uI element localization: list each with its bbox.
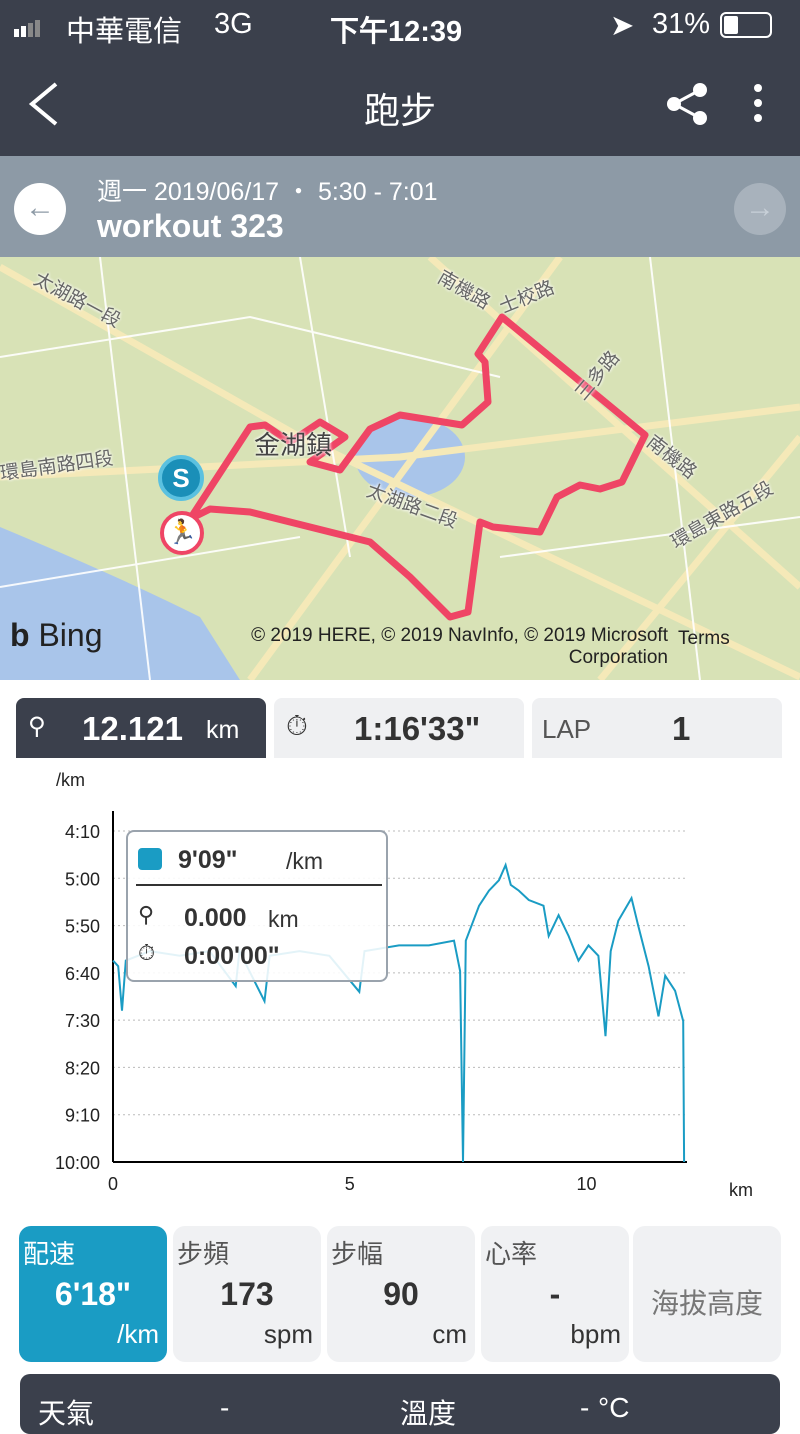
x-tick-label: 10 — [577, 1174, 597, 1194]
signal-icon — [14, 20, 40, 37]
y-tick-label: 9:10 — [65, 1106, 100, 1126]
y-tick-label: 4:10 — [65, 822, 100, 842]
status-bar: 中華電信 3G 下午12:39 ➤ 31% — [0, 0, 800, 52]
y-tick-label: 6:40 — [65, 964, 100, 984]
y-tick-label: 7:30 — [65, 1011, 100, 1031]
nav-bar: 跑步 — [0, 52, 800, 156]
start-marker[interactable]: S — [158, 455, 204, 501]
y-tick-label: 5:00 — [65, 869, 100, 889]
tab-lap[interactable]: LAP 1 — [532, 698, 782, 758]
workout-date: 週一 2019/06/17 ・ 5:30 - 7:01 — [97, 178, 438, 206]
map-label-town: 金湖鎮 — [254, 430, 333, 460]
carrier: 中華電信 — [66, 16, 183, 48]
weather-bar: 天氣 - 溫度 - °C — [20, 1374, 780, 1434]
route-distance-icon: ⚲ — [28, 713, 46, 740]
workout-name: workout 323 — [97, 208, 284, 244]
route-distance-icon: ⚲ — [138, 902, 155, 927]
x-axis-label: km — [729, 1180, 753, 1200]
chart-tooltip: 9'09" /km ⚲ 0.000 km ⏱ 0:00'00" — [126, 830, 388, 982]
route-path — [187, 313, 649, 621]
location-icon: ➤ — [610, 10, 635, 42]
stopwatch-icon: ⏱ — [286, 710, 308, 741]
pace-chart[interactable]: /km 4:10 5:00 5:50 6:40 7:30 8:20 9:10 10:00 0 5 10… — [0, 760, 800, 1210]
metric-stride[interactable]: 步幅 90 cm — [327, 1226, 475, 1362]
previous-workout-button[interactable]: ← — [14, 183, 66, 235]
tab-distance[interactable]: ⚲ 12.121 km — [16, 698, 266, 758]
finish-runner-icon[interactable]: 🏃 — [160, 511, 204, 555]
chevron-left-icon[interactable] — [24, 80, 64, 128]
bing-logo: b Bing — [10, 617, 103, 653]
terms-link[interactable]: Terms — [678, 628, 730, 649]
y-axis-label: /km — [56, 770, 85, 790]
y-tick-label: 8:20 — [65, 1058, 100, 1078]
battery-percent: 31% — [652, 8, 711, 40]
clock: 下午12:39 — [330, 16, 463, 48]
workout-header: ← 週一 2019/06/17 ・ 5:30 - 7:01 workout 32… — [0, 156, 800, 257]
more-vertical-icon[interactable] — [750, 84, 766, 124]
x-tick-label: 0 — [108, 1174, 118, 1194]
map-canvas — [0, 257, 800, 680]
y-tick-label: 10:00 — [55, 1153, 100, 1173]
series-swatch — [138, 848, 162, 870]
metric-cadence[interactable]: 步頻 173 spm — [173, 1226, 321, 1362]
metric-pace[interactable]: 配速 6'18" /km — [19, 1226, 167, 1362]
y-tick-label: 5:50 — [65, 917, 100, 937]
share-icon[interactable] — [666, 82, 710, 126]
page-title: 跑步 — [363, 90, 436, 131]
metric-heart-rate[interactable]: 心率 - bpm — [481, 1226, 629, 1362]
battery-icon — [720, 12, 772, 38]
next-workout-button[interactable]: → — [734, 183, 786, 235]
metric-altitude[interactable]: 海拔高度 — [633, 1226, 781, 1362]
pace-chart-svg: /km 4:10 5:00 5:50 6:40 7:30 8:20 9:10 10:00 0 5 10… — [55, 770, 753, 1200]
x-tick-label: 5 — [345, 1174, 355, 1194]
network: 3G — [214, 8, 253, 40]
tab-duration[interactable]: ⏱ 1:16'33" — [274, 698, 524, 758]
map-attribution: © 2019 HERE, © 2019 NavInfo, © 2019 Micr… — [251, 625, 668, 668]
route-map[interactable]: 太湖路一段 金湖鎮 太湖路二段 南機路 士校路 環島南路四段 環島東路五段 三多… — [0, 257, 800, 680]
summary-tabs: ⚲ 12.121 km ⏱ 1:16'33" LAP 1 — [16, 698, 782, 758]
stopwatch-icon: ⏱ — [138, 940, 156, 965]
